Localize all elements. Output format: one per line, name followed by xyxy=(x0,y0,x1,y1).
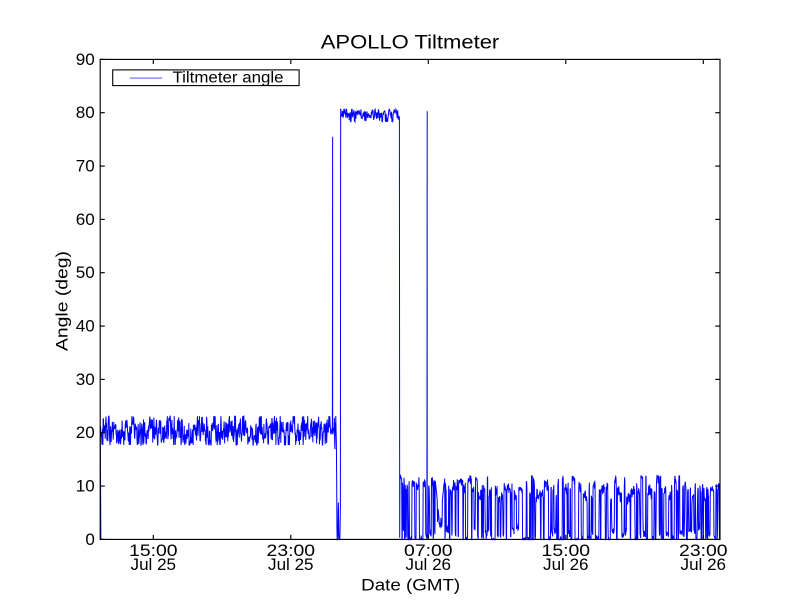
svg-text:20: 20 xyxy=(76,423,95,442)
svg-text:Jul 25: Jul 25 xyxy=(268,555,314,574)
svg-text:07:00: 07:00 xyxy=(404,541,453,560)
svg-text:0: 0 xyxy=(85,530,94,549)
svg-text:10: 10 xyxy=(76,476,95,495)
svg-text:Angle (deg): Angle (deg) xyxy=(53,251,72,351)
svg-text:Tiltmeter angle: Tiltmeter angle xyxy=(173,70,284,87)
svg-text:23:00: 23:00 xyxy=(267,541,316,560)
svg-text:30: 30 xyxy=(76,370,95,389)
svg-text:23:00: 23:00 xyxy=(679,541,728,560)
svg-text:15:00: 15:00 xyxy=(129,541,178,560)
svg-text:70: 70 xyxy=(76,156,95,175)
svg-text:60: 60 xyxy=(76,210,95,229)
svg-text:Jul 26: Jul 26 xyxy=(681,555,727,574)
svg-text:Jul 25: Jul 25 xyxy=(131,555,177,574)
svg-text:80: 80 xyxy=(76,103,95,122)
svg-text:Jul 26: Jul 26 xyxy=(543,555,589,574)
svg-text:15:00: 15:00 xyxy=(542,541,591,560)
svg-text:APOLLO Tiltmeter: APOLLO Tiltmeter xyxy=(321,32,500,54)
svg-text:Date (GMT): Date (GMT) xyxy=(361,576,460,595)
svg-text:90: 90 xyxy=(76,50,95,69)
svg-text:50: 50 xyxy=(76,263,95,282)
svg-text:40: 40 xyxy=(76,316,95,335)
svg-text:Jul 26: Jul 26 xyxy=(406,555,452,574)
